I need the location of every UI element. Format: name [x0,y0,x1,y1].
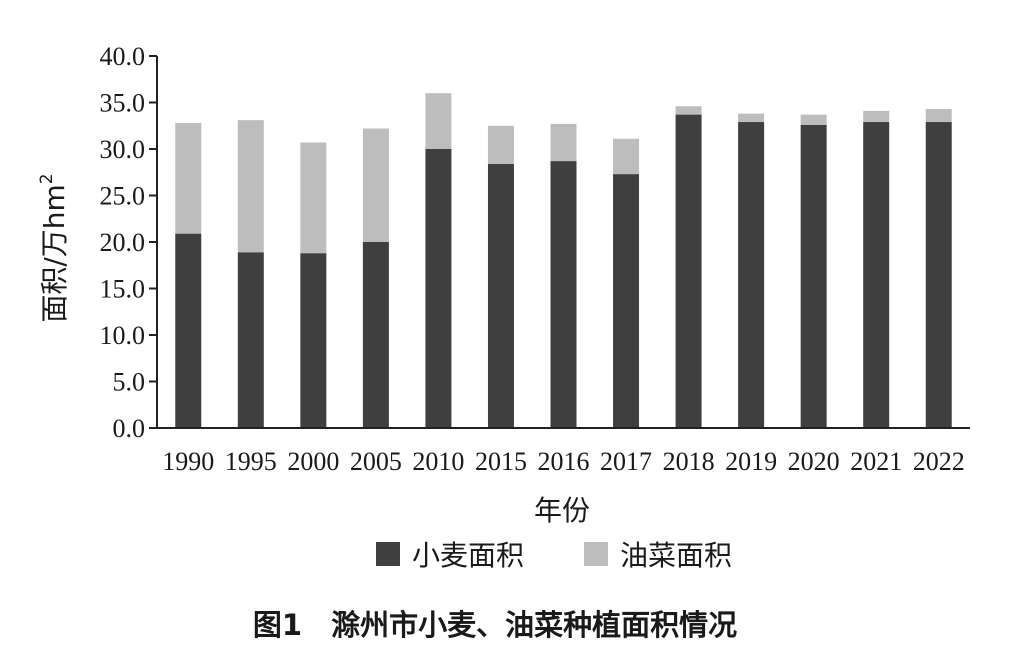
y-tick-label: 35.0 [100,89,146,118]
x-tick-label: 2015 [475,447,527,476]
bar-segment-wheat [425,149,452,428]
figure-caption: 图1 滁州市小麦、油菜种植面积情况 [253,608,737,642]
x-tick-label: 2000 [287,447,339,476]
bar-segment-wheat [550,161,577,428]
y-tick-label: 5.0 [113,368,146,397]
bar-segment-wheat [863,122,890,428]
x-tick-label: 2016 [538,447,590,476]
bar-segment-rapeseed [738,113,765,123]
y-tick-label: 15.0 [100,275,146,304]
bar-segment-rapeseed [675,106,702,115]
y-tick-label: 30.0 [100,135,146,164]
bar-segment-wheat [487,163,514,428]
bar-segment-wheat [925,122,952,428]
bar-segment-wheat [675,114,702,428]
legend-swatch-wheat [376,542,400,566]
bar-group [175,93,952,428]
legend-label-rapeseed: 油菜面积 [620,539,732,572]
legend: 小麦面积 油菜面积 [376,539,732,572]
x-tick-label: 2010 [412,447,464,476]
bar-segment-rapeseed [550,123,577,162]
bar-segment-rapeseed [237,120,264,253]
y-tick-label: 10.0 [100,321,146,350]
bar-segment-rapeseed [800,114,827,125]
bar-segment-rapeseed [300,142,327,254]
x-tick-label: 1990 [162,447,214,476]
x-tick-label: 1995 [225,447,277,476]
x-tick-label: 2022 [913,447,965,476]
bar-segment-wheat [300,253,327,428]
x-tick-label: 2021 [850,447,902,476]
bar-segment-wheat [738,122,765,428]
bar-segment-rapeseed [487,125,514,164]
bar-segment-rapeseed [863,110,890,123]
y-axis-title: 面积/万hm2 [37,173,71,322]
y-axis-ticks: 0.0 5.0 10.0 15.0 20.0 25.0 30.0 35.0 40.0 [100,42,157,443]
x-tick-label: 2005 [350,447,402,476]
bar-segment-wheat [362,242,389,428]
bar-segment-rapeseed [362,128,389,242]
y-axis-title-main: 面积/万hm [38,184,71,322]
legend-swatch-rapeseed [584,542,608,566]
y-tick-label: 0.0 [113,414,146,443]
bar-segment-wheat [175,233,202,428]
bar-segment-wheat [613,174,640,428]
legend-label-wheat: 小麦面积 [412,539,524,572]
bar-segment-rapeseed [925,109,952,123]
x-tick-label: 2017 [600,447,652,476]
bar-segment-rapeseed [425,93,452,149]
y-tick-label: 25.0 [100,182,146,211]
x-axis-title: 年份 [534,494,590,527]
x-tick-label: 2020 [788,447,840,476]
y-axis-title-superscript: 2 [37,173,57,184]
bar-segment-rapeseed [175,122,202,234]
x-tick-label: 2018 [663,447,715,476]
bar-segment-wheat [800,124,827,428]
x-axis-tick-labels: 1990 1995 2000 2005 2010 2015 2016 2017 2018 2019… [162,447,964,476]
bar-segment-wheat [237,252,264,428]
y-tick-label: 40.0 [100,42,146,71]
y-tick-label: 20.0 [100,228,146,257]
bar-segment-rapeseed [613,138,640,175]
x-tick-label: 2019 [725,447,777,476]
